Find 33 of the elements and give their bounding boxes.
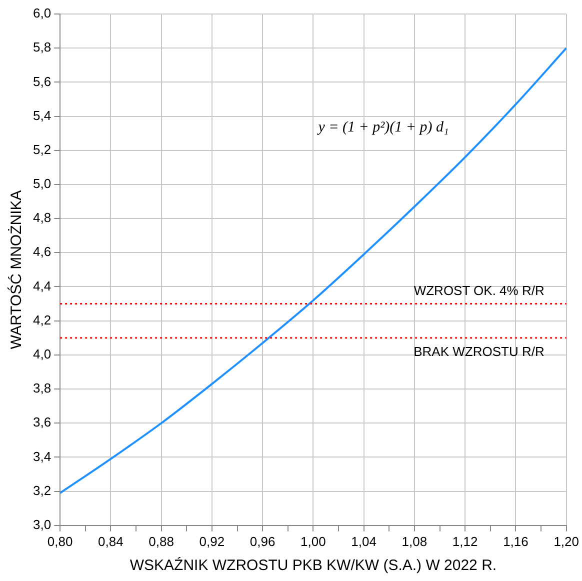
x-tick-label: 1,12 bbox=[452, 534, 478, 549]
x-tick-label: 0,84 bbox=[98, 534, 124, 549]
y-axis-title: WARTOŚĆ MNOŻNIKA bbox=[7, 190, 26, 350]
y-tick-label: 4,2 bbox=[32, 312, 52, 328]
x-tick-label: 1,04 bbox=[351, 534, 376, 549]
ref-line-label: BRAK WZROSTU R/R bbox=[414, 344, 544, 359]
x-tick-label: 1,16 bbox=[503, 534, 528, 549]
y-tick-label: 5,2 bbox=[32, 142, 52, 157]
y-tick-label: 3,8 bbox=[32, 380, 52, 396]
y-tick-label: 3,2 bbox=[32, 482, 52, 498]
y-tick-label: 4,6 bbox=[32, 244, 52, 260]
y-tick-label: 4,0 bbox=[32, 346, 52, 362]
y-tick-label: 3,4 bbox=[32, 448, 52, 464]
y-tick-label: 5,8 bbox=[32, 40, 52, 55]
x-tick-label: 1,08 bbox=[402, 534, 428, 549]
y-tick-label: 4,8 bbox=[32, 210, 52, 226]
y-tick-label: 5,4 bbox=[32, 108, 52, 123]
x-tick-label: 1,00 bbox=[300, 534, 326, 549]
y-tick-label: 5,0 bbox=[32, 176, 52, 192]
y-tick-label: 3,6 bbox=[32, 414, 52, 430]
y-tick-label: 3,0 bbox=[32, 516, 52, 532]
x-axis-title: WSKAŹNIK WZROSTU PKB KW/KW (S.A.) W 2022 R. bbox=[130, 556, 497, 574]
ref-line-label: WZROST OK. 4% R/R bbox=[414, 282, 544, 298]
x-tick-label: 1,20 bbox=[554, 534, 580, 549]
y-tick-label: 6,0 bbox=[32, 6, 52, 21]
y-tick-label: 5,6 bbox=[32, 74, 52, 89]
line-series bbox=[60, 47, 566, 494]
x-tick-label: 0,88 bbox=[148, 534, 174, 549]
x-tick-label: 0,80 bbox=[47, 534, 73, 549]
y-tick-label: 4,4 bbox=[32, 278, 52, 294]
annotation: y = (1 + p²)(1 + p) d₁ bbox=[316, 120, 449, 136]
x-tick-label: 0,92 bbox=[199, 534, 225, 549]
x-tick-label: 0,96 bbox=[250, 534, 276, 549]
